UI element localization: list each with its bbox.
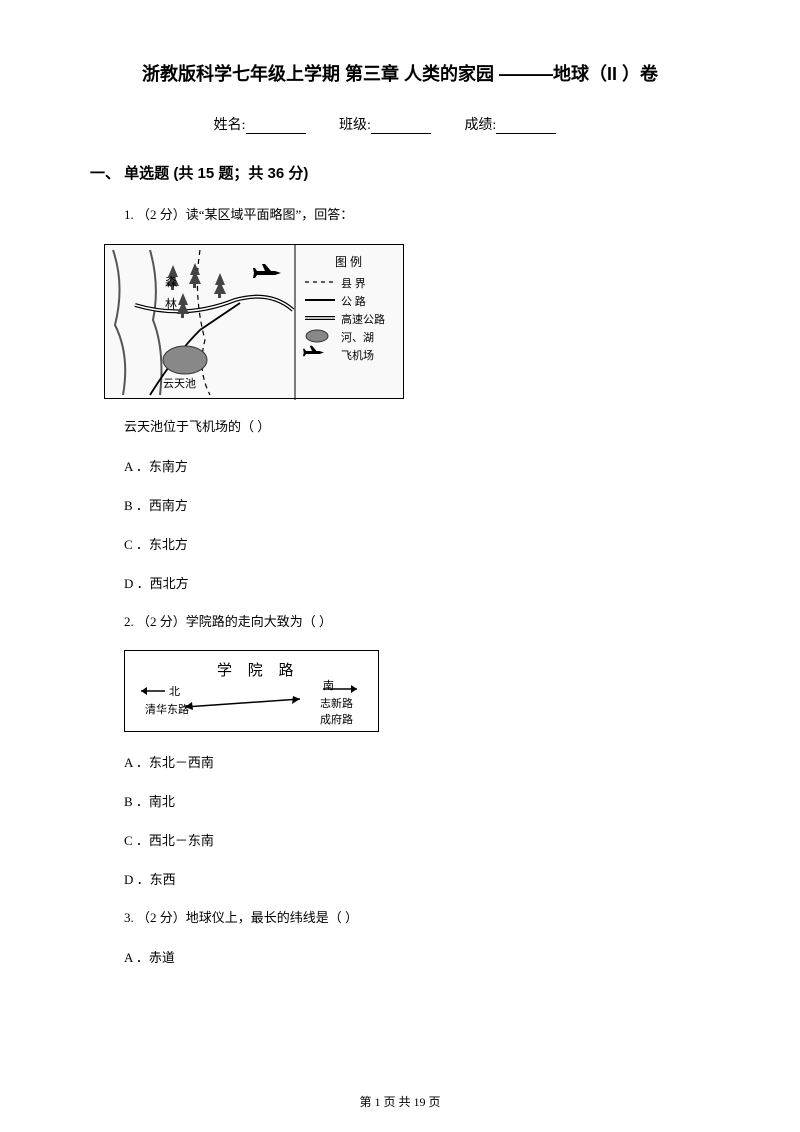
name-blank[interactable] — [246, 120, 306, 134]
section-heading: 一、 单选题 (共 15 题；共 36 分) — [90, 162, 710, 183]
fig2-right-road2: 成府路 — [320, 711, 353, 727]
q1-option-d: D ．西北方 — [124, 573, 710, 592]
fig1-legend-airport: 飞机场 — [341, 347, 374, 363]
q1-option-b: B ．西南方 — [124, 495, 710, 514]
q1-stem: 1. （2 分）读“某区域平面略图”，回答： — [124, 205, 710, 226]
name-label: 姓名: — [214, 114, 246, 134]
fig1-legend-lake: 河、湖 — [341, 329, 374, 345]
q2-option-b: B ．南北 — [124, 791, 710, 810]
fig1-forest-label2: 林 — [165, 295, 177, 312]
fig2-south: 南 — [323, 677, 334, 693]
score-label: 成绩: — [464, 114, 496, 134]
q2-option-a: A ．东北－西南 — [124, 752, 710, 771]
fig1-lake-label: 云天池 — [163, 375, 196, 391]
q1-figure: 森 林 云天池 图 例 县 界 公 路 高速公路 河、湖 飞机场 — [104, 244, 404, 399]
fig2-right-road1: 志新路 — [320, 695, 353, 711]
class-blank[interactable] — [371, 120, 431, 134]
q2-option-d: D ．东西 — [124, 869, 710, 888]
student-info-line: 姓名: 班级: 成绩: — [90, 114, 710, 134]
fig1-legend-road: 公 路 — [341, 293, 366, 309]
fig2-title: 学 院 路 — [217, 659, 300, 680]
fig1-legend-border: 县 界 — [341, 275, 366, 291]
score-blank[interactable] — [496, 120, 556, 134]
fig1-legend-title: 图 例 — [335, 253, 362, 270]
page-title: 浙教版科学七年级上学期 第三章 人类的家园 ———地球（II ）卷 — [90, 60, 710, 86]
fig2-north: 北 — [169, 683, 180, 699]
q3-stem: 3. （2 分）地球仪上，最长的纬线是（ ） — [124, 908, 710, 929]
q3-option-a: A ．赤道 — [124, 947, 710, 966]
q2-stem: 2. （2 分）学院路的走向大致为（ ） — [124, 612, 710, 633]
q2-figure: 学 院 路 北 清华东路 南 志新路 成府路 — [124, 650, 379, 732]
q2-option-c: C ．西北－东南 — [124, 830, 710, 849]
q1-option-a: A ．东南方 — [124, 456, 710, 475]
fig1-legend-highway: 高速公路 — [341, 311, 385, 327]
fig2-left-road: 清华东路 — [145, 701, 189, 717]
page-footer: 第 1 页 共 19 页 — [0, 1093, 800, 1110]
q1-ask: 云天池位于飞机场的（ ） — [124, 417, 710, 438]
class-label: 班级: — [339, 114, 371, 134]
fig1-forest-label1: 森 — [165, 273, 177, 290]
q1-option-c: C ．东北方 — [124, 534, 710, 553]
